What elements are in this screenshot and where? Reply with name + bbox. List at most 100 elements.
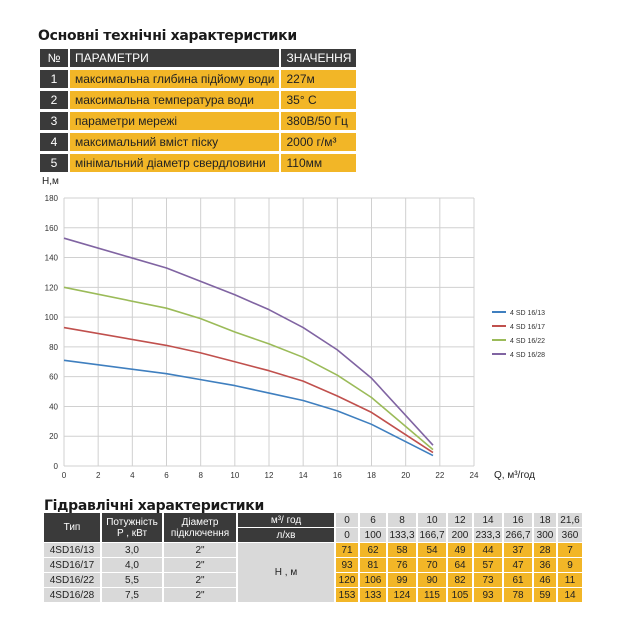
x-axis-label: Q, м³/год [494,470,535,481]
specs-row-param: мінімальний діаметр свердловини [70,154,280,172]
hydraulic-head-power: Потужність P , кВт [102,513,162,542]
x-tick-label: 20 [401,471,410,480]
hydraulic-h-cell: 78 [504,588,532,602]
x-tick-label: 8 [198,471,203,480]
hydraulic-power-cell: 5,5 [102,573,162,587]
hydraulic-h-cell: 124 [388,588,416,602]
specs-header-num: № [40,49,68,67]
hydraulic-h-cell: 71 [336,543,358,557]
hydraulic-type-cell: 4SD16/13 [44,543,100,557]
hydraulic-diam-cell: 2" [164,573,236,587]
hydraulic-unit-l: л/хв [238,528,334,542]
hydraulic-h-cell: 90 [418,573,446,587]
hydraulic-data-row: 4SD16/28 7,5 2" 153 133 124 115 105 93 7… [44,588,582,602]
hydraulic-l-cell: 360 [558,528,582,542]
hydraulic-q-cell: 0 [336,513,358,527]
specs-row-num: 5 [40,154,68,172]
x-tick-label: 4 [130,471,135,480]
hydraulic-q-cell: 8 [388,513,416,527]
hydraulic-power-cell: 3,0 [102,543,162,557]
hydraulic-h-cell: 64 [448,558,472,572]
hydraulic-h-cell: 62 [360,543,386,557]
hydraulic-l-cell: 200 [448,528,472,542]
y-tick-label: 20 [49,432,58,441]
specs-row: 3 параметри мережі 380В/50 Гц [40,112,357,130]
legend-label: 4 SD 16/13 [510,310,545,317]
hydraulic-h-cell: 106 [360,573,386,587]
hydraulic-h-cell: 36 [534,558,556,572]
x-tick-label: 0 [62,471,67,480]
x-tick-label: 10 [230,471,239,480]
legend-label: 4 SD 16/22 [510,338,545,345]
specs-header-value: ЗНАЧЕННЯ [281,49,357,67]
hydraulic-table: Тип Потужність P , кВт Діаметр підключен… [42,512,584,603]
y-tick-label: 160 [45,224,59,233]
hydraulic-h-cell: 76 [388,558,416,572]
hydraulic-h-cell: 93 [474,588,502,602]
specs-row-value: 110мм [281,154,357,172]
hydraulic-q-cell: 12 [448,513,472,527]
hydraulic-h-cell: 73 [474,573,502,587]
specs-row-num: 1 [40,70,68,88]
hydraulic-q-cell: 16 [504,513,532,527]
hydraulic-diam-cell: 2" [164,588,236,602]
hydraulic-data-row: 4SD16/22 5,5 2" 120 106 99 90 82 73 61 4… [44,573,582,587]
hydraulic-h-cell: 82 [448,573,472,587]
hydraulic-h-cell: 7 [558,543,582,557]
hydraulic-h-cell: 44 [474,543,502,557]
hydraulic-l-row: л/хв 0 100 133,3 166,7 200 233,3 266,7 3… [44,528,582,542]
hydraulic-h-cell: 153 [336,588,358,602]
hydraulic-data-row: 4SD16/13 3,0 2" Н , м 71 62 58 54 49 44 … [44,543,582,602]
hydraulic-type-cell: 4SD16/17 [44,558,100,572]
legend-label: 4 SD 16/28 [510,352,545,359]
specs-row-value: 35° C [281,91,357,109]
specs-row: 5 мінімальний діаметр свердловини 110мм [40,154,357,172]
hydraulic-unit-h: Н , м [238,543,334,602]
hydraulic-l-cell: 100 [360,528,386,542]
hydraulic-h-cell: 14 [558,588,582,602]
specs-row-param: максимальна температура води [70,91,280,109]
specs-row: 2 максимальна температура води 35° C [40,91,357,109]
y-tick-label: 100 [45,313,59,322]
y-tick-label: 180 [45,194,59,203]
hydraulic-data-row: 4SD16/17 4,0 2" 93 81 76 70 64 57 47 36 … [44,558,582,572]
hydraulic-q-cell: 21,6 [558,513,582,527]
hydraulic-h-cell: 99 [388,573,416,587]
hydraulic-h-cell: 11 [558,573,582,587]
hydraulic-h-cell: 115 [418,588,446,602]
specs-row: 1 максимальна глибина підйому води 227м [40,70,357,88]
specs-row-num: 3 [40,112,68,130]
hydraulic-l-cell: 266,7 [504,528,532,542]
hydraulic-l-cell: 300 [534,528,556,542]
hydraulic-h-cell: 37 [504,543,532,557]
hydraulic-h-cell: 49 [448,543,472,557]
specs-row-param: максимальна глибина підйому води [70,70,280,88]
hydraulic-h-cell: 9 [558,558,582,572]
series-line-3 [63,286,434,451]
specs-row-num: 4 [40,133,68,151]
series-line-1 [63,359,434,457]
specs-row-value: 227м [281,70,357,88]
specs-table: № ПАРАМЕТРИ ЗНАЧЕННЯ 1 максимальна глиби… [38,46,358,175]
x-tick-label: 14 [299,471,308,480]
hydraulic-head-type: Тип [44,513,100,542]
hydraulic-head-diam: Діаметр підключення [164,513,236,542]
hydraulic-h-cell: 57 [474,558,502,572]
hydraulic-power-cell: 4,0 [102,558,162,572]
series-line-2 [63,326,434,454]
specs-header-param: ПАРАМЕТРИ [70,49,280,67]
hydraulic-q-cell: 18 [534,513,556,527]
hydraulic-h-cell: 120 [336,573,358,587]
hydraulic-q-cell: 14 [474,513,502,527]
specs-row-param: параметри мережі [70,112,280,130]
hydraulic-h-cell: 93 [336,558,358,572]
hydraulic-h-cell: 70 [418,558,446,572]
hydraulic-h-cell: 47 [504,558,532,572]
y-tick-label: 120 [45,283,59,292]
hydraulic-diam-cell: 2" [164,558,236,572]
series-line-4 [63,237,434,446]
hydraulic-type-cell: 4SD16/22 [44,573,100,587]
hydraulic-header-row: Тип Потужність P , кВт Діаметр підключен… [44,513,582,542]
hydraulic-diam-cell: 2" [164,543,236,557]
y-tick-label: 80 [49,343,58,352]
